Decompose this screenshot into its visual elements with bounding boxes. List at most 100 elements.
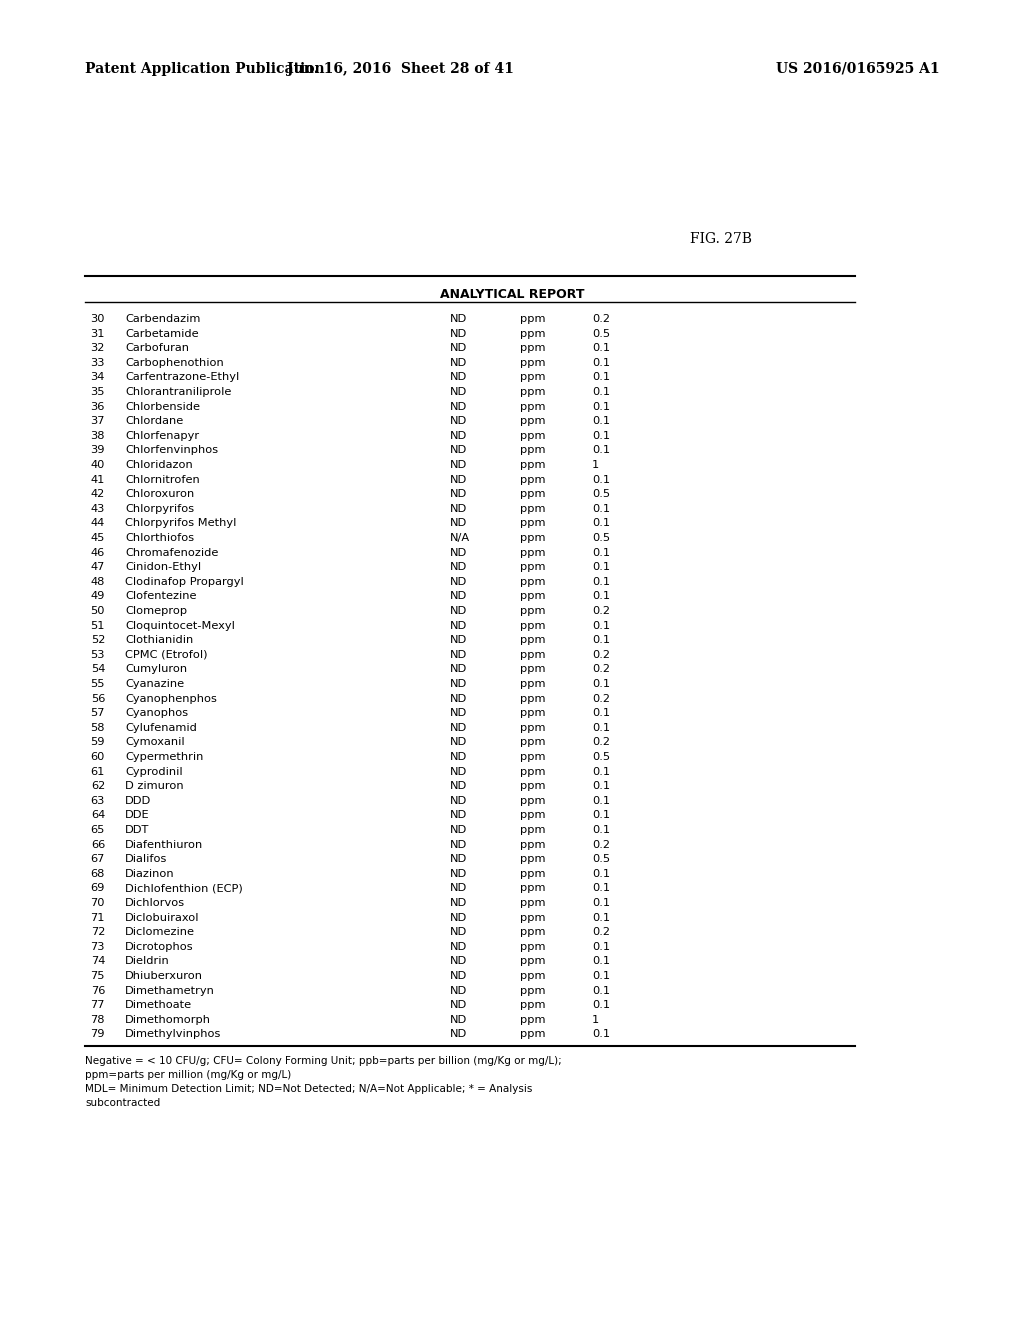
Text: 0.1: 0.1 xyxy=(592,387,610,397)
Text: 0.1: 0.1 xyxy=(592,957,610,966)
Text: Clothianidin: Clothianidin xyxy=(125,635,194,645)
Text: ND: ND xyxy=(450,972,467,981)
Text: 33: 33 xyxy=(90,358,105,368)
Text: ppm: ppm xyxy=(520,314,546,323)
Text: Clomeprop: Clomeprop xyxy=(125,606,187,616)
Text: ppm: ppm xyxy=(520,664,546,675)
Text: Carfentrazone-Ethyl: Carfentrazone-Ethyl xyxy=(125,372,240,383)
Text: ppm: ppm xyxy=(520,912,546,923)
Text: 61: 61 xyxy=(91,767,105,776)
Text: 0.1: 0.1 xyxy=(592,548,610,557)
Text: ppm: ppm xyxy=(520,781,546,791)
Text: 36: 36 xyxy=(91,401,105,412)
Text: 0.1: 0.1 xyxy=(592,591,610,602)
Text: ppm: ppm xyxy=(520,927,546,937)
Text: 79: 79 xyxy=(90,1030,105,1039)
Text: Chlorantraniliprole: Chlorantraniliprole xyxy=(125,387,231,397)
Text: 48: 48 xyxy=(91,577,105,587)
Text: Dicrotophos: Dicrotophos xyxy=(125,941,194,952)
Text: ND: ND xyxy=(450,343,467,354)
Text: 43: 43 xyxy=(91,504,105,513)
Text: Dichlorvos: Dichlorvos xyxy=(125,898,185,908)
Text: Chromafenozide: Chromafenozide xyxy=(125,548,218,557)
Text: 0.1: 0.1 xyxy=(592,781,610,791)
Text: Cyprodinil: Cyprodinil xyxy=(125,767,182,776)
Text: 30: 30 xyxy=(90,314,105,323)
Text: ppm: ppm xyxy=(520,693,546,704)
Text: 0.1: 0.1 xyxy=(592,941,610,952)
Text: FIG. 27B: FIG. 27B xyxy=(690,232,752,246)
Text: ND: ND xyxy=(450,401,467,412)
Text: ND: ND xyxy=(450,898,467,908)
Text: 0.1: 0.1 xyxy=(592,678,610,689)
Text: ND: ND xyxy=(450,941,467,952)
Text: 75: 75 xyxy=(90,972,105,981)
Text: 1: 1 xyxy=(592,459,599,470)
Text: 0.1: 0.1 xyxy=(592,1030,610,1039)
Text: Chlorfenvinphos: Chlorfenvinphos xyxy=(125,445,218,455)
Text: ppm: ppm xyxy=(520,738,546,747)
Text: ND: ND xyxy=(450,490,467,499)
Text: 0.2: 0.2 xyxy=(592,840,610,850)
Text: DDE: DDE xyxy=(125,810,150,821)
Text: 44: 44 xyxy=(91,519,105,528)
Text: Clodinafop Propargyl: Clodinafop Propargyl xyxy=(125,577,244,587)
Text: Cyanophenphos: Cyanophenphos xyxy=(125,693,217,704)
Text: Cyanophos: Cyanophos xyxy=(125,709,188,718)
Text: 0.1: 0.1 xyxy=(592,1001,610,1010)
Text: 0.1: 0.1 xyxy=(592,358,610,368)
Text: ND: ND xyxy=(450,1015,467,1024)
Text: ppm: ppm xyxy=(520,941,546,952)
Text: ppm: ppm xyxy=(520,1030,546,1039)
Text: 63: 63 xyxy=(91,796,105,805)
Text: ND: ND xyxy=(450,548,467,557)
Text: ND: ND xyxy=(450,664,467,675)
Text: 0.1: 0.1 xyxy=(592,343,610,354)
Text: 42: 42 xyxy=(91,490,105,499)
Text: ppm: ppm xyxy=(520,767,546,776)
Text: 0.2: 0.2 xyxy=(592,314,610,323)
Text: ND: ND xyxy=(450,709,467,718)
Text: 0.1: 0.1 xyxy=(592,723,610,733)
Text: 32: 32 xyxy=(91,343,105,354)
Text: 0.1: 0.1 xyxy=(592,796,610,805)
Text: ND: ND xyxy=(450,767,467,776)
Text: 0.1: 0.1 xyxy=(592,475,610,484)
Text: 0.5: 0.5 xyxy=(592,329,610,339)
Text: ND: ND xyxy=(450,459,467,470)
Text: 0.2: 0.2 xyxy=(592,649,610,660)
Text: ppm: ppm xyxy=(520,504,546,513)
Text: 0.5: 0.5 xyxy=(592,854,610,865)
Text: ND: ND xyxy=(450,957,467,966)
Text: ND: ND xyxy=(450,840,467,850)
Text: ppm: ppm xyxy=(520,840,546,850)
Text: 47: 47 xyxy=(91,562,105,572)
Text: ppm=parts per million (mg/Kg or mg/L): ppm=parts per million (mg/Kg or mg/L) xyxy=(85,1071,291,1080)
Text: 37: 37 xyxy=(90,416,105,426)
Text: Cumyluron: Cumyluron xyxy=(125,664,187,675)
Text: 0.1: 0.1 xyxy=(592,416,610,426)
Text: 55: 55 xyxy=(90,678,105,689)
Text: 69: 69 xyxy=(91,883,105,894)
Text: ND: ND xyxy=(450,678,467,689)
Text: 71: 71 xyxy=(90,912,105,923)
Text: US 2016/0165925 A1: US 2016/0165925 A1 xyxy=(776,62,940,77)
Text: 40: 40 xyxy=(91,459,105,470)
Text: 0.1: 0.1 xyxy=(592,810,610,821)
Text: subcontracted: subcontracted xyxy=(85,1098,160,1107)
Text: ppm: ppm xyxy=(520,343,546,354)
Text: 31: 31 xyxy=(90,329,105,339)
Text: ppm: ppm xyxy=(520,416,546,426)
Text: ppm: ppm xyxy=(520,635,546,645)
Text: 60: 60 xyxy=(91,752,105,762)
Text: ND: ND xyxy=(450,562,467,572)
Text: 0.1: 0.1 xyxy=(592,430,610,441)
Text: 50: 50 xyxy=(90,606,105,616)
Text: ppm: ppm xyxy=(520,620,546,631)
Text: ppm: ppm xyxy=(520,533,546,543)
Text: ppm: ppm xyxy=(520,1015,546,1024)
Text: Cypermethrin: Cypermethrin xyxy=(125,752,204,762)
Text: Cyanazine: Cyanazine xyxy=(125,678,184,689)
Text: ppm: ppm xyxy=(520,577,546,587)
Text: Dimethylvinphos: Dimethylvinphos xyxy=(125,1030,221,1039)
